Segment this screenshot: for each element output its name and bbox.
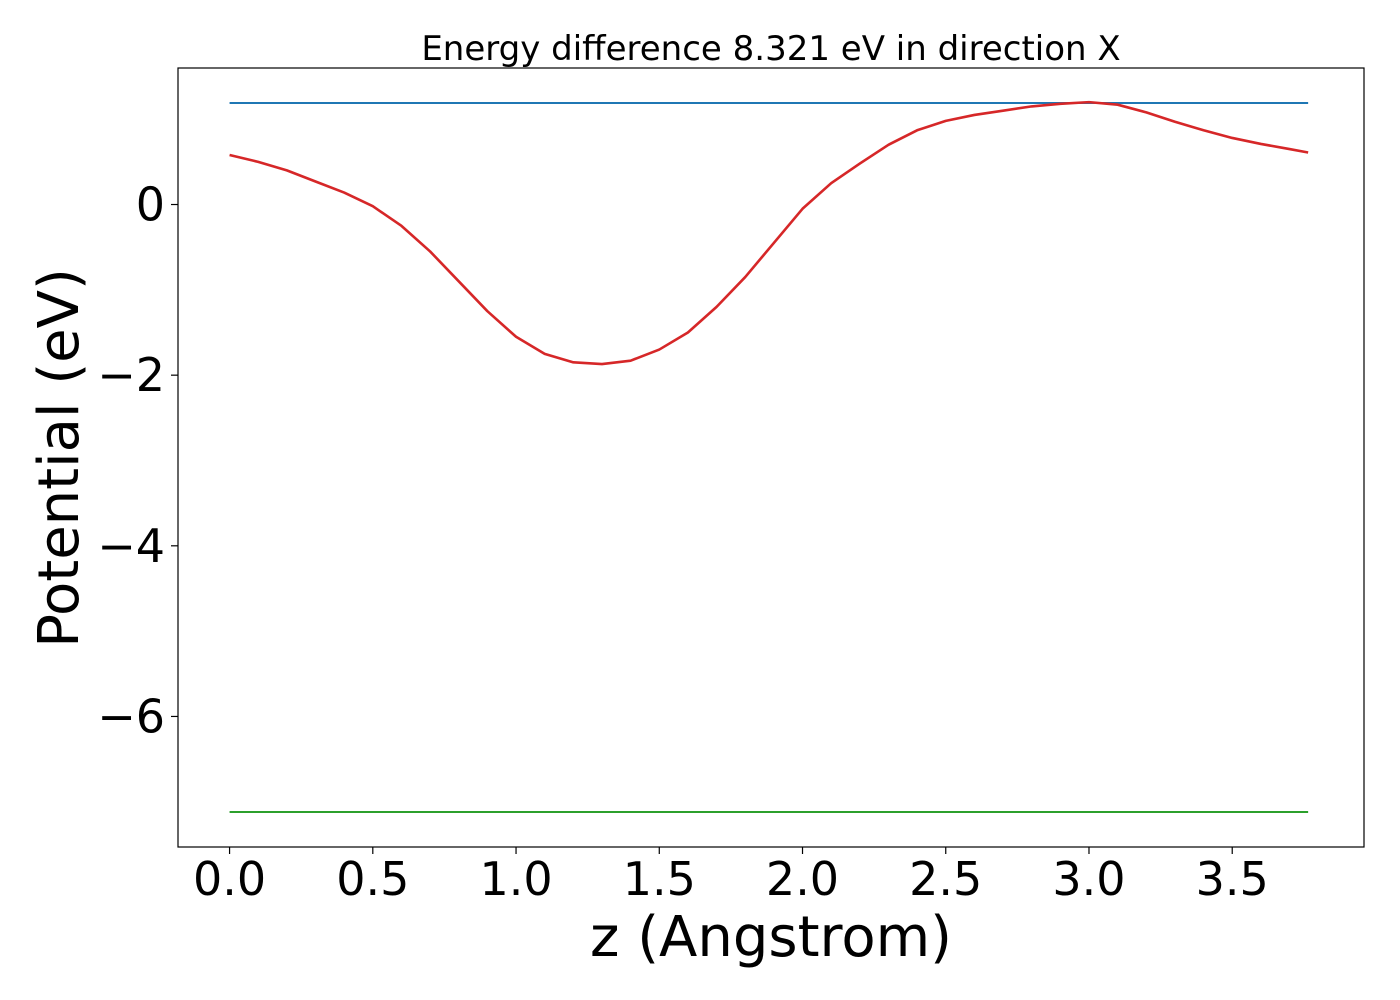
x-axis-label: z (Angstrom) xyxy=(590,905,952,970)
y-tick-label: −2 xyxy=(97,348,165,402)
x-tick-label: 1.5 xyxy=(623,852,696,906)
y-tick-label: −6 xyxy=(97,689,165,743)
x-tick-label: 0.0 xyxy=(193,852,266,906)
x-tick-label: 2.0 xyxy=(766,852,839,906)
y-tick-label: 0 xyxy=(136,178,165,232)
x-tick-label: 1.0 xyxy=(479,852,552,906)
chart-title: Energy difference 8.321 eV in direction … xyxy=(421,29,1120,69)
x-tick-label: 0.5 xyxy=(336,852,409,906)
x-tick-label: 3.0 xyxy=(1052,852,1125,906)
y-tick-label: −4 xyxy=(97,519,165,573)
x-tick-label: 3.5 xyxy=(1196,852,1269,906)
axes-frame xyxy=(177,67,1365,848)
series-line-2 xyxy=(229,100,1309,366)
x-axis: 0.0 0.5 1.0 1.5 2.0 2.5 3.0 3.5 xyxy=(193,847,1269,906)
x-tick-label: 2.5 xyxy=(909,852,982,906)
plot-area xyxy=(229,100,1309,814)
y-axis: 0 −2 −4 −6 xyxy=(97,178,178,743)
y-axis-label: Potential (eV) xyxy=(27,268,92,648)
